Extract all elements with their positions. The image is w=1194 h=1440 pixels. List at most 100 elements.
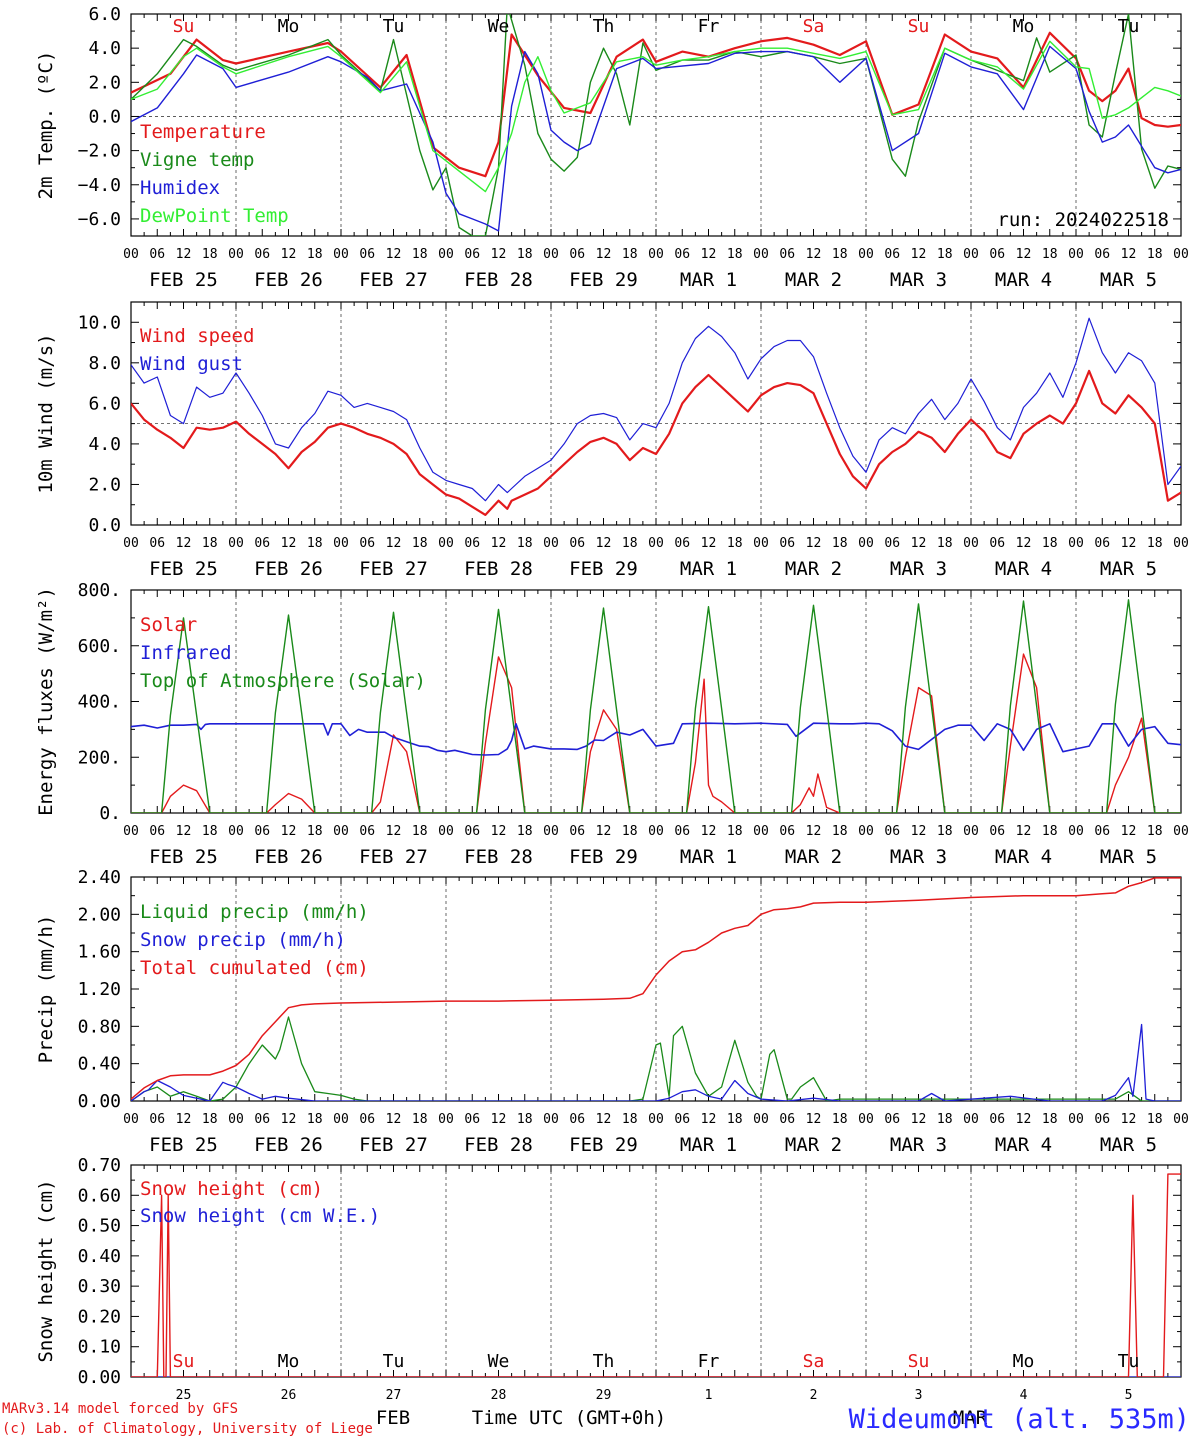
y-tick-label: 0.40 [78, 1054, 121, 1075]
hour-tick-label: 00 [963, 247, 979, 262]
hour-tick-label: 12 [1016, 824, 1032, 839]
legend-entry: Temperature [140, 121, 266, 143]
hour-tick-label: 00 [228, 536, 244, 551]
y-tick-label: 0.70 [78, 1155, 121, 1176]
y-tick-label: 0.80 [78, 1016, 121, 1037]
date-label: FEB 26 [254, 1134, 323, 1156]
series-wind-gust [131, 317, 1181, 502]
hour-tick-label: 00 [648, 1112, 664, 1127]
hour-tick-label: 00 [858, 1112, 874, 1127]
legend-entry: Vigne temp [140, 149, 254, 171]
panel-2: 00 06 12 18 FEB 25 00 06 12 18 FEB 26 00 06 12 18 FEB … [35, 301, 1189, 580]
weekday-label: Tu [1118, 16, 1140, 37]
footer-month-feb: FEB [376, 1407, 410, 1429]
hour-tick-label: 12 [176, 824, 192, 839]
date-label: FEB 29 [569, 269, 638, 291]
hour-tick-label: 00 [753, 1112, 769, 1127]
hour-tick-label: 00 [1068, 536, 1084, 551]
weekday-label: We [488, 16, 510, 37]
hour-tick-label: 00 [1068, 824, 1084, 839]
date-label: FEB 26 [254, 269, 323, 291]
hour-tick-label: 06 [149, 824, 165, 839]
hour-tick-label: 06 [779, 247, 795, 262]
hour-tick-label: 06 [149, 1112, 165, 1127]
hour-tick-label: 00 [333, 1112, 349, 1127]
hour-tick-label: 18 [517, 824, 533, 839]
day-number-label: 1 [705, 1388, 713, 1403]
date-label: MAR 2 [785, 846, 842, 868]
hour-tick-label: 12 [386, 824, 402, 839]
weekday-label: Su [908, 1351, 930, 1372]
date-label: FEB 25 [149, 846, 218, 868]
hour-tick-label: 06 [254, 1112, 270, 1127]
hour-tick-label: 06 [359, 824, 375, 839]
hour-tick-label: 00 [963, 824, 979, 839]
hour-tick-label: 12 [1121, 1112, 1137, 1127]
y-tick-label: −6.0 [78, 209, 121, 230]
hour-tick-label: 18 [622, 247, 638, 262]
hour-tick-label: 12 [806, 824, 822, 839]
hour-tick-label: 00 [543, 1112, 559, 1127]
y-tick-label: 600. [78, 636, 121, 657]
run-annotation: run: 2024022518 [997, 209, 1169, 231]
hour-tick-label: 06 [1094, 824, 1110, 839]
hour-tick-label: 18 [832, 824, 848, 839]
hour-tick-label: 00 [123, 1112, 139, 1127]
hour-tick-label: 12 [1121, 536, 1137, 551]
legend-entry: Infrared [140, 642, 232, 664]
hour-tick-label: 06 [569, 536, 585, 551]
hour-tick-label: 06 [884, 1112, 900, 1127]
hour-tick-label: 00 [438, 247, 454, 262]
y-tick-label: 0.00 [78, 1367, 121, 1388]
lab-credit: (c) Lab. of Climatology, University of L… [2, 1421, 373, 1437]
y-tick-label: 1.20 [78, 979, 121, 1000]
hour-tick-label: 12 [491, 1112, 507, 1127]
y-axis-label: 2m Temp. (ºC) [35, 51, 57, 200]
weekday-label: Mo [278, 1351, 300, 1372]
hour-tick-label: 18 [727, 824, 743, 839]
day-number-label: 26 [281, 1388, 297, 1403]
hour-tick-label: 06 [989, 824, 1005, 839]
hour-tick-label: 18 [202, 1112, 218, 1127]
station-name: Wideumont (alt. 535m) [849, 1404, 1190, 1435]
hour-tick-label: 18 [1042, 824, 1058, 839]
day-number-label: 5 [1125, 1388, 1133, 1403]
hour-tick-label: 00 [438, 1112, 454, 1127]
hour-tick-label: 06 [149, 247, 165, 262]
hour-tick-label: 12 [596, 1112, 612, 1127]
hour-tick-label: 06 [674, 536, 690, 551]
date-label: FEB 26 [254, 558, 323, 580]
hour-tick-label: 12 [281, 824, 297, 839]
date-label: FEB 25 [149, 269, 218, 291]
hour-tick-label: 12 [491, 536, 507, 551]
legend-entry: Snow height (cm) [140, 1178, 323, 1200]
y-tick-label: 0.30 [78, 1276, 121, 1297]
day-number-label: 3 [915, 1388, 923, 1403]
y-tick-label: 0.20 [78, 1306, 121, 1327]
hour-tick-label: 06 [569, 824, 585, 839]
date-label: FEB 27 [359, 269, 428, 291]
hour-tick-label: 06 [1094, 1112, 1110, 1127]
hour-tick-label: 18 [412, 247, 428, 262]
weekday-label: Mo [278, 16, 300, 37]
hour-tick-label: 06 [149, 536, 165, 551]
hour-tick-label: 18 [1042, 1112, 1058, 1127]
y-tick-label: 6.0 [88, 4, 121, 25]
hour-tick-label: 18 [1147, 824, 1163, 839]
y-axis-label: 10m Wind (m/s) [35, 333, 57, 493]
hour-tick-label: 00 [858, 247, 874, 262]
date-label: MAR 1 [680, 1134, 737, 1156]
hour-tick-label: 18 [622, 536, 638, 551]
hour-tick-label: 00 [1173, 824, 1189, 839]
y-tick-label: 200. [78, 747, 121, 768]
hour-tick-label: 00 [963, 1112, 979, 1127]
hour-tick-label: 12 [596, 536, 612, 551]
hour-tick-label: 18 [622, 1112, 638, 1127]
y-tick-label: 0.0 [88, 515, 121, 536]
hour-tick-label: 00 [753, 536, 769, 551]
hour-tick-label: 12 [1016, 536, 1032, 551]
hour-tick-label: 18 [412, 824, 428, 839]
hour-tick-label: 18 [1042, 536, 1058, 551]
series-humidex [131, 45, 1181, 232]
hour-tick-label: 12 [1016, 247, 1032, 262]
